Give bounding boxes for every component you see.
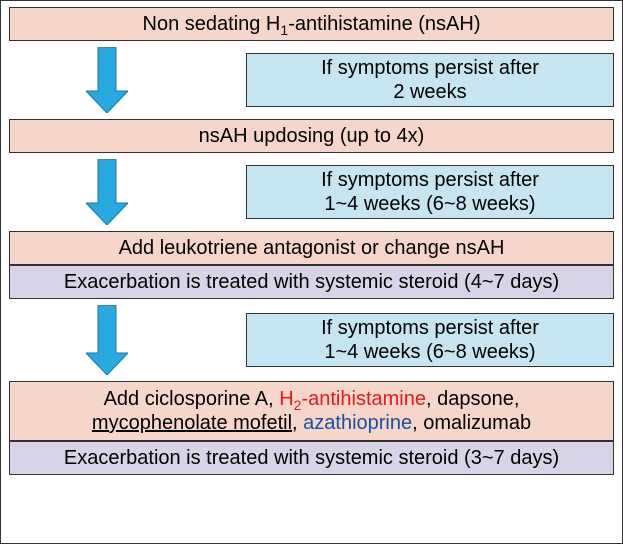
- step-3-text: Add leukotriene antagonist or change nsA…: [119, 236, 505, 260]
- condition-3-box: If symptoms persist after1~4 weeks (6~8 …: [246, 313, 614, 367]
- step-2-box: nsAH updosing (up to 4x): [9, 119, 614, 153]
- arrow-down-2: [86, 159, 128, 225]
- condition-3-text: If symptoms persist after1~4 weeks (6~8 …: [321, 316, 539, 364]
- step-4-box: Add ciclosporine A, H2-antihistamine, da…: [9, 381, 614, 441]
- condition-1-text: If symptoms persist after2 weeks: [321, 56, 539, 104]
- step-1-box: Non sedating H1-antihistamine (nsAH): [9, 7, 614, 41]
- exacerbation-2-text: Exacerbation is treated with systemic st…: [64, 446, 559, 470]
- exacerbation-2-box: Exacerbation is treated with systemic st…: [9, 441, 614, 475]
- exacerbation-1-text: Exacerbation is treated with systemic st…: [64, 270, 559, 294]
- condition-2-box: If symptoms persist after1~4 weeks (6~8 …: [246, 165, 614, 219]
- condition-1-box: If symptoms persist after2 weeks: [246, 53, 614, 107]
- arrow-down-1: [86, 47, 128, 113]
- step-1-text: Non sedating H1-antihistamine (nsAH): [143, 12, 481, 36]
- arrow-down-3: [86, 305, 128, 375]
- exacerbation-1-box: Exacerbation is treated with systemic st…: [9, 265, 614, 299]
- step-4-text: Add ciclosporine A, H2-antihistamine, da…: [92, 387, 531, 435]
- step-2-text: nsAH updosing (up to 4x): [199, 124, 425, 148]
- condition-2-text: If symptoms persist after1~4 weeks (6~8 …: [321, 168, 539, 216]
- step-3-box: Add leukotriene antagonist or change nsA…: [9, 231, 614, 265]
